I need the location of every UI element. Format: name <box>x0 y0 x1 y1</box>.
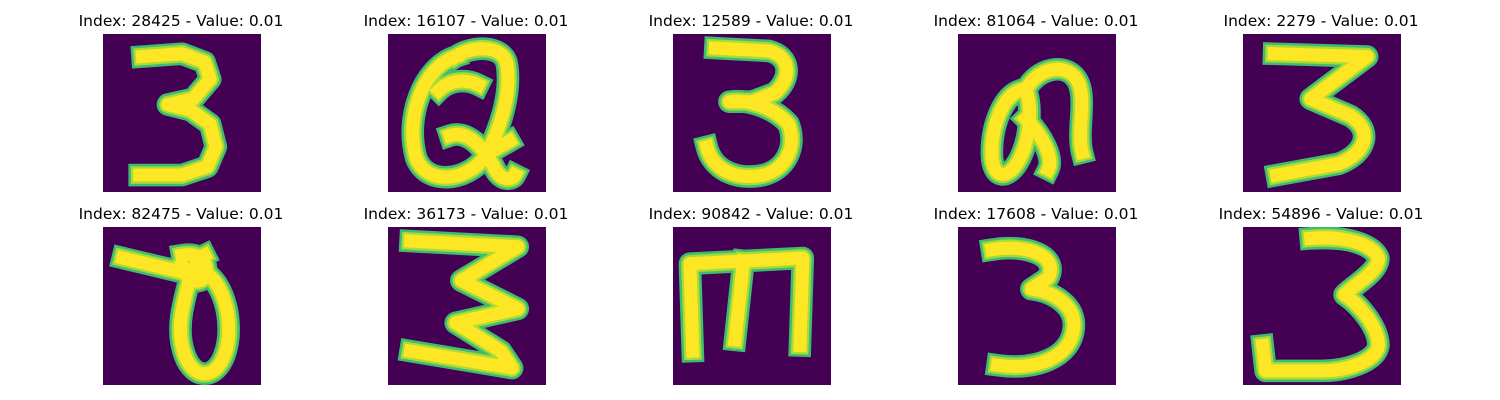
image-panel-9: Index: 17608 - Value: 0.01 <box>916 204 1156 394</box>
image-panel-5: Index: 2279 - Value: 0.01 <box>1201 11 1441 201</box>
panel-title: Index: 16107 - Value: 0.01 <box>363 12 569 30</box>
panel-title: Index: 90842 - Value: 0.01 <box>648 205 854 223</box>
image-panel-2: Index: 16107 - Value: 0.01 <box>346 11 586 201</box>
digit-image <box>1243 227 1401 385</box>
digit-image <box>958 34 1116 192</box>
digit-image <box>388 227 546 385</box>
image-panel-3: Index: 12589 - Value: 0.01 <box>631 11 871 201</box>
panel-title: Index: 54896 - Value: 0.01 <box>1218 205 1424 223</box>
image-panel-7: Index: 36173 - Value: 0.01 <box>346 204 586 394</box>
panel-title: Index: 81064 - Value: 0.01 <box>933 12 1139 30</box>
digit-image <box>673 34 831 192</box>
panel-title: Index: 2279 - Value: 0.01 <box>1223 12 1419 30</box>
panel-title: Index: 12589 - Value: 0.01 <box>648 12 854 30</box>
digit-image <box>1243 34 1401 192</box>
image-panel-4: Index: 81064 - Value: 0.01 <box>916 11 1156 201</box>
digit-image <box>103 227 261 385</box>
digit-image <box>673 227 831 385</box>
digit-image <box>388 34 546 192</box>
image-panel-6: Index: 82475 - Value: 0.01 <box>61 204 301 394</box>
panel-title: Index: 28425 - Value: 0.01 <box>78 12 284 30</box>
digit-image <box>103 34 261 192</box>
panel-title: Index: 36173 - Value: 0.01 <box>363 205 569 223</box>
image-panel-10: Index: 54896 - Value: 0.01 <box>1201 204 1441 394</box>
image-panel-1: Index: 28425 - Value: 0.01 <box>61 11 301 201</box>
panel-title: Index: 17608 - Value: 0.01 <box>933 205 1139 223</box>
digit-image <box>958 227 1116 385</box>
panel-title: Index: 82475 - Value: 0.01 <box>78 205 284 223</box>
image-panel-8: Index: 90842 - Value: 0.01 <box>631 204 871 394</box>
